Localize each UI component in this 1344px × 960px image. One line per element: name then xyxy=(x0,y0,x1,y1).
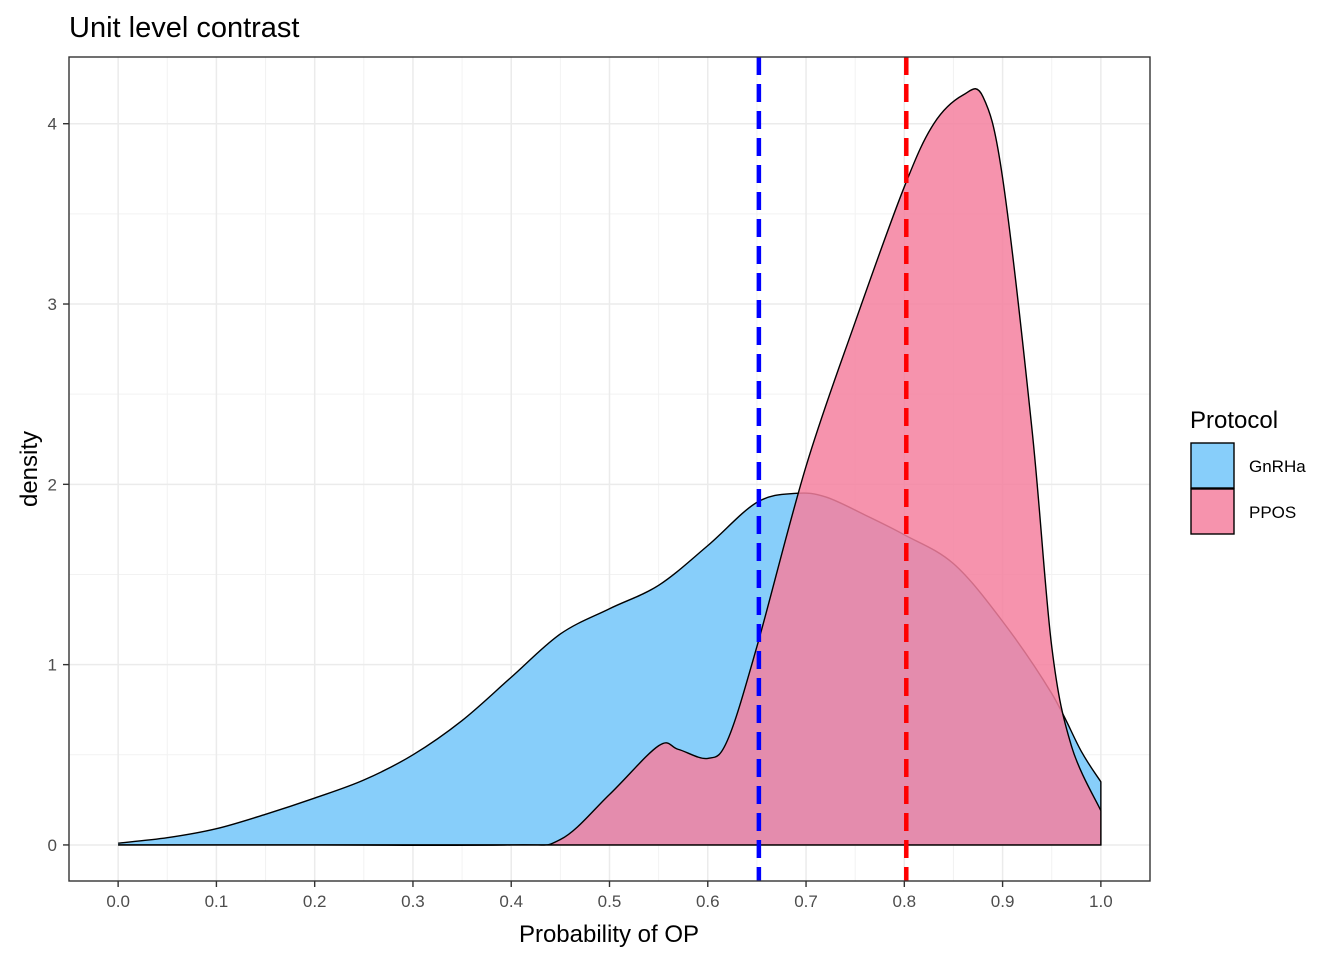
ppos-density-area xyxy=(118,88,1101,846)
x-tick-label: 0.9 xyxy=(991,892,1015,911)
reference-lines xyxy=(756,57,909,881)
density-areas xyxy=(118,88,1102,847)
chart-title: Unit level contrast xyxy=(69,12,300,44)
y-axis-title: density xyxy=(16,431,43,507)
y-tick-label: 4 xyxy=(48,115,57,134)
y-axis: 0 1 2 3 4 xyxy=(48,115,69,855)
ppos-density-outline xyxy=(118,88,1102,847)
x-tick-label: 0.0 xyxy=(106,892,130,911)
x-tick-label: 0.6 xyxy=(696,892,720,911)
legend-label-ppos: PPOS xyxy=(1249,503,1296,522)
y-tick-label: 3 xyxy=(48,295,57,314)
x-tick-label: 0.2 xyxy=(303,892,327,911)
legend-title: Protocol xyxy=(1190,407,1278,434)
x-tick-label: 1.0 xyxy=(1089,892,1113,911)
legend-key-ppos xyxy=(1190,488,1235,535)
x-tick-label: 0.5 xyxy=(598,892,622,911)
legend: Protocol GnRHa PPOS xyxy=(1190,407,1306,535)
x-tick-label: 0.8 xyxy=(892,892,916,911)
y-tick-label: 1 xyxy=(48,656,57,675)
x-tick-label: 0.4 xyxy=(499,892,523,911)
x-tick-label: 0.1 xyxy=(205,892,229,911)
x-axis: 0.0 0.1 0.2 0.3 0.4 0.5 0.6 0.7 0.8 0.9 1.0 xyxy=(106,881,1113,911)
x-tick-label: 0.3 xyxy=(401,892,425,911)
x-tick-label: 0.7 xyxy=(794,892,818,911)
y-tick-label: 2 xyxy=(48,475,57,494)
x-axis-title: Probability of OP xyxy=(519,921,699,948)
y-tick-label: 0 xyxy=(48,836,57,855)
legend-label-gnrha: GnRHa xyxy=(1249,457,1306,476)
legend-key-gnrha xyxy=(1190,442,1235,489)
